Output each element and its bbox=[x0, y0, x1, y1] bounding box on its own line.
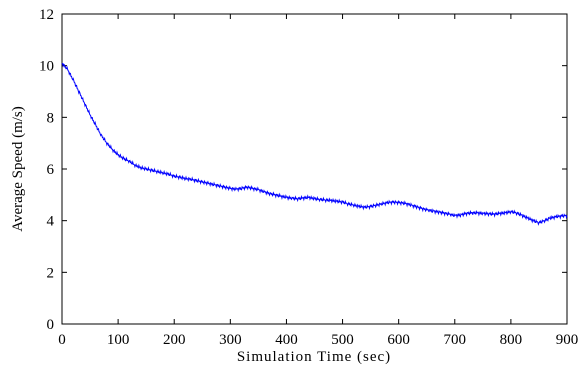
x-tick-label: 900 bbox=[556, 332, 579, 348]
x-tick-label: 0 bbox=[58, 332, 66, 348]
x-tick-label: 200 bbox=[163, 332, 186, 348]
y-tick-label: 8 bbox=[47, 110, 55, 126]
y-tick-label: 2 bbox=[47, 265, 55, 281]
x-tick-label: 300 bbox=[219, 332, 242, 348]
x-tick-label: 600 bbox=[387, 332, 410, 348]
series-line-average-speed bbox=[61, 62, 568, 226]
y-tick-label: 4 bbox=[47, 214, 55, 230]
x-axis-label: Simulation Time (sec) bbox=[237, 349, 391, 365]
x-tick-label: 400 bbox=[275, 332, 298, 348]
x-tick-label: 100 bbox=[107, 332, 130, 348]
y-tick-label: 0 bbox=[47, 317, 55, 333]
y-tick-label: 10 bbox=[39, 59, 54, 75]
x-tick-label: 700 bbox=[444, 332, 467, 348]
y-tick-label: 6 bbox=[47, 162, 55, 178]
x-tick-label: 800 bbox=[500, 332, 523, 348]
tick-labels: 0 100 200 300 400 500 600 700 800 900 0 2 4 6 8 10 12 bbox=[39, 7, 578, 348]
y-axis-label: Average Speed (m/s) bbox=[10, 106, 26, 232]
plot-area bbox=[61, 13, 568, 325]
y-tick-label: 12 bbox=[39, 7, 54, 23]
x-tick-label: 500 bbox=[331, 332, 354, 348]
axis-ticks bbox=[61, 13, 568, 325]
